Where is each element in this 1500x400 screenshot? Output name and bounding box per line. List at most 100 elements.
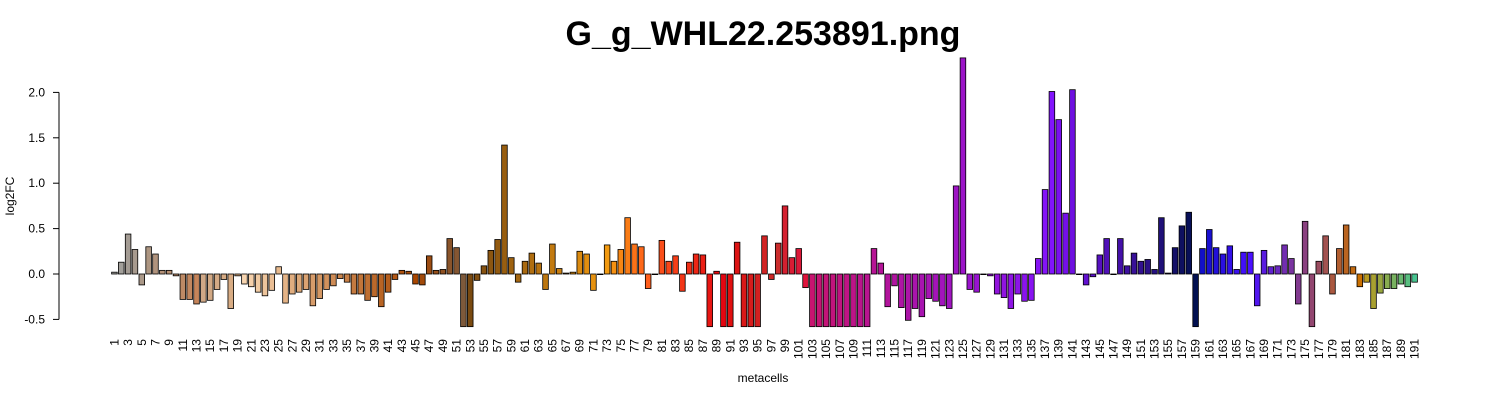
x-tick-label: 159 bbox=[1189, 339, 1203, 359]
y-tick-label: -0.5 bbox=[24, 312, 45, 326]
bar bbox=[980, 273, 987, 276]
bar bbox=[227, 273, 234, 309]
bar bbox=[1404, 273, 1411, 288]
bar bbox=[1226, 245, 1234, 275]
x-tick-label: 39 bbox=[367, 339, 381, 353]
bar bbox=[1055, 119, 1062, 275]
x-tick-label: 43 bbox=[395, 339, 409, 353]
bar bbox=[1165, 272, 1172, 275]
bar bbox=[1021, 273, 1028, 302]
bar bbox=[1069, 89, 1076, 275]
x-tick-label: 69 bbox=[573, 339, 587, 353]
bar bbox=[905, 273, 912, 321]
x-tick-label: 179 bbox=[1325, 339, 1339, 359]
x-tick-label: 57 bbox=[491, 339, 505, 353]
x-tick-label: 37 bbox=[354, 339, 368, 353]
x-tick-label: 181 bbox=[1339, 339, 1353, 359]
bar bbox=[1000, 273, 1008, 299]
x-tick-label: 119 bbox=[915, 339, 929, 358]
bar bbox=[1281, 244, 1288, 275]
x-tick-label: 169 bbox=[1257, 339, 1271, 359]
x-tick-label: 49 bbox=[436, 339, 450, 353]
bar bbox=[884, 273, 891, 308]
bar bbox=[425, 255, 433, 275]
y-tick-label: 0.5 bbox=[28, 222, 45, 236]
bar bbox=[576, 250, 583, 275]
bar bbox=[774, 242, 782, 275]
bar bbox=[720, 273, 727, 328]
bar bbox=[857, 273, 864, 328]
x-tick-label: 161 bbox=[1202, 339, 1216, 359]
bar bbox=[809, 273, 816, 328]
x-tick-label: 97 bbox=[764, 339, 778, 353]
bar bbox=[1240, 251, 1247, 275]
bar bbox=[384, 273, 392, 293]
bar bbox=[822, 273, 830, 328]
x-tick-label: 7 bbox=[148, 339, 162, 346]
bar bbox=[610, 260, 618, 275]
bar bbox=[966, 273, 973, 290]
x-tick-label: 125 bbox=[956, 339, 970, 359]
y-tick-label: 2.0 bbox=[28, 85, 45, 99]
x-tick-label: 51 bbox=[450, 339, 464, 353]
bar bbox=[473, 273, 481, 281]
bar bbox=[679, 273, 686, 292]
bar bbox=[987, 273, 994, 277]
bar bbox=[439, 269, 447, 275]
x-tick-label: 75 bbox=[614, 339, 628, 353]
bar bbox=[248, 273, 255, 288]
bar bbox=[159, 269, 166, 275]
bar bbox=[1206, 229, 1213, 275]
bar bbox=[1096, 254, 1104, 275]
x-tick-label: 45 bbox=[409, 339, 423, 353]
bar bbox=[521, 260, 529, 275]
bar bbox=[453, 247, 460, 275]
bar bbox=[1212, 247, 1220, 275]
bar bbox=[234, 273, 241, 277]
bar bbox=[1247, 251, 1254, 275]
bar bbox=[1048, 91, 1056, 275]
bar bbox=[1390, 273, 1398, 289]
y-tick-label: 1.5 bbox=[28, 131, 45, 145]
bar bbox=[569, 271, 577, 275]
bar bbox=[925, 273, 932, 299]
bar bbox=[727, 273, 734, 328]
bar bbox=[508, 257, 515, 275]
bar bbox=[261, 273, 269, 297]
x-tick-label: 131 bbox=[997, 339, 1011, 359]
bar bbox=[959, 57, 967, 275]
x-tick-label: 133 bbox=[1011, 339, 1025, 359]
bar bbox=[891, 273, 898, 287]
bar bbox=[699, 254, 707, 275]
bar bbox=[1295, 273, 1302, 305]
bar bbox=[686, 261, 693, 275]
bar bbox=[549, 243, 556, 275]
bar bbox=[1322, 235, 1329, 275]
x-tick-label: 183 bbox=[1353, 339, 1367, 359]
x-tick-label: 147 bbox=[1106, 339, 1120, 359]
bar bbox=[254, 273, 262, 293]
x-tick-label: 25 bbox=[272, 339, 286, 353]
bar bbox=[309, 273, 317, 307]
bar bbox=[1199, 248, 1206, 275]
bar bbox=[932, 273, 939, 302]
bar bbox=[918, 273, 926, 318]
x-tick-label: 151 bbox=[1134, 339, 1148, 359]
bar bbox=[624, 217, 631, 275]
x-tick-label: 99 bbox=[778, 339, 792, 353]
bar bbox=[200, 273, 207, 303]
y-axis: -0.5 0.0 0.5 1.0 1.5 2.0 bbox=[24, 85, 60, 326]
x-tick-label: 35 bbox=[340, 339, 354, 353]
bar bbox=[638, 246, 645, 275]
bar bbox=[692, 253, 700, 275]
bar bbox=[1103, 238, 1110, 275]
x-tick-label: 187 bbox=[1380, 339, 1394, 359]
x-tick-label: 83 bbox=[669, 339, 683, 353]
bar bbox=[179, 273, 187, 300]
bar bbox=[863, 273, 871, 328]
y-tick-label: 1.0 bbox=[28, 176, 45, 190]
bar bbox=[1014, 273, 1021, 295]
x-tick-label: 13 bbox=[190, 339, 204, 353]
x-tick-label: 79 bbox=[641, 339, 655, 353]
